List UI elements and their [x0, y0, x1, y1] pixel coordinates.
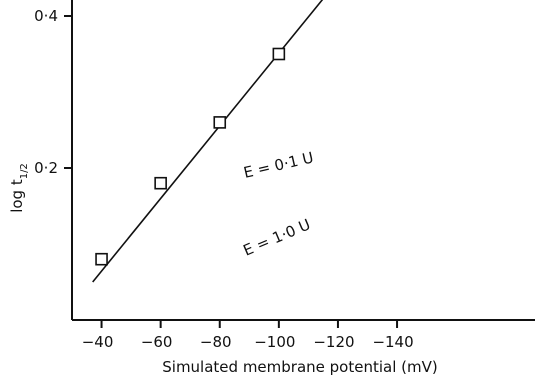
fit-line: [92, 0, 324, 283]
x-tick-label: −60: [141, 333, 173, 351]
y-axis-label-main: log t: [8, 179, 26, 213]
y-tick-label: 0·4: [34, 7, 58, 25]
x-tick-label: −120: [313, 333, 354, 351]
data-point: [95, 252, 108, 266]
x-tick-label: −100: [254, 333, 295, 351]
series-group: E = 0·1 U E = 1·0 U: [92, 0, 324, 283]
series-label: E = 0·1 U: [242, 148, 315, 182]
axes: 0·20·40·60·8−40−60−80−100−120−140: [34, 0, 535, 351]
data-point: [213, 116, 227, 129]
y-axis-label-subscript: 1/2: [19, 163, 30, 179]
series-1: E = 0·1 U: [242, 148, 315, 182]
x-axis-label: Simulated membrane potential (mV): [162, 358, 437, 376]
y-axis-label: log t1/2: [8, 163, 30, 213]
data-point: [154, 176, 167, 190]
x-tick-label: −140: [372, 333, 413, 351]
x-tick-label: −40: [82, 333, 114, 351]
series-2: E = 1·0 U: [92, 0, 324, 283]
series-label: E = 1·0 U: [241, 215, 314, 259]
y-tick-label: 0·2: [34, 159, 58, 177]
data-point: [272, 47, 286, 61]
x-tick-label: −80: [200, 333, 232, 351]
